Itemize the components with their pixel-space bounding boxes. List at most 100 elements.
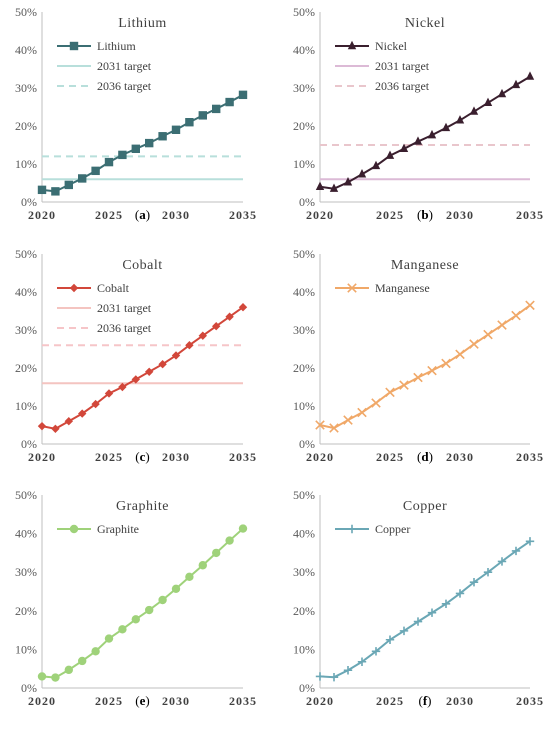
data-point bbox=[329, 423, 339, 433]
y-tick-label: 40% bbox=[15, 285, 37, 299]
data-point bbox=[469, 339, 479, 349]
panel-caption: (d) bbox=[417, 449, 433, 464]
legend-marker bbox=[347, 40, 357, 50]
data-point bbox=[511, 310, 521, 321]
x-tick-label: 2020 bbox=[28, 694, 56, 708]
y-tick-label: 10% bbox=[15, 157, 37, 171]
data-point bbox=[238, 90, 248, 100]
data-point bbox=[131, 615, 140, 624]
x-tick-label: 2030 bbox=[162, 208, 190, 222]
data-point bbox=[441, 599, 451, 609]
data-point bbox=[371, 160, 381, 170]
data-point bbox=[399, 143, 409, 152]
data-point bbox=[91, 647, 100, 656]
x-tick-label: 2020 bbox=[306, 694, 334, 708]
chart-panel-cobalt: 0% 10% 20% 30% 40% 50% 2020 2025 2030 2035 Cobalt C… bbox=[15, 247, 256, 464]
x-tick-label: 2020 bbox=[28, 450, 56, 464]
y-tick-label: 10% bbox=[293, 157, 315, 171]
data-point bbox=[441, 358, 451, 369]
data-point bbox=[131, 375, 140, 384]
data-point bbox=[225, 97, 234, 107]
x-tick-label: 2030 bbox=[162, 694, 190, 708]
panel-caption: (f) bbox=[418, 693, 431, 708]
chart-title: Lithium bbox=[118, 16, 167, 31]
data-point bbox=[37, 421, 47, 431]
data-point bbox=[357, 407, 367, 418]
panel-caption: (e) bbox=[135, 693, 149, 708]
legend-label: Graphite bbox=[97, 522, 139, 536]
legend-label: Nickel bbox=[375, 39, 408, 53]
chart-panel-graphite: 0% 10% 20% 30% 40% 50% 2020 2025 2030 2035 Graphit… bbox=[15, 488, 257, 708]
chart-panel-lithium: 0% 10% 20% 30% 40% 50% 2020 2025 2030 2035 Lithium… bbox=[15, 5, 257, 222]
data-point bbox=[158, 360, 167, 369]
legend-marker bbox=[69, 283, 79, 293]
y-tick-label: 50% bbox=[293, 488, 315, 502]
y-tick-label: 40% bbox=[293, 43, 315, 57]
data-point bbox=[315, 420, 325, 430]
data-point bbox=[225, 312, 234, 321]
data-point bbox=[357, 657, 367, 666]
data-point bbox=[343, 415, 353, 425]
data-point bbox=[64, 665, 74, 675]
chart-panel-manganese: 0% 10% 20% 30% 40% 50% 2020 2025 2030 2035 Mangane… bbox=[293, 247, 543, 464]
x-tick-label: 2035 bbox=[229, 694, 257, 708]
y-tick-label: 40% bbox=[293, 285, 315, 299]
data-point bbox=[145, 605, 154, 615]
x-tick-label: 2025 bbox=[95, 450, 123, 464]
chart-title: Graphite bbox=[116, 499, 169, 514]
data-point bbox=[427, 129, 437, 139]
data-point bbox=[37, 185, 47, 195]
data-point bbox=[371, 398, 381, 408]
x-tick-label: 2035 bbox=[516, 694, 544, 708]
data-point bbox=[469, 106, 479, 115]
data-point bbox=[171, 125, 181, 134]
data-point bbox=[185, 341, 194, 350]
data-point bbox=[171, 351, 181, 360]
y-tick-label: 40% bbox=[15, 527, 37, 541]
y-tick-label: 50% bbox=[15, 247, 37, 261]
y-tick-label: 10% bbox=[293, 642, 315, 656]
chart-panel-copper: 0% 10% 20% 30% 40% 50% 2020 2025 2030 2035 Copper C… bbox=[293, 488, 544, 708]
data-point bbox=[212, 104, 221, 114]
y-tick-label: 30% bbox=[293, 565, 315, 579]
legend-label: Cobalt bbox=[97, 281, 130, 295]
y-tick-label: 40% bbox=[293, 527, 315, 541]
data-point bbox=[455, 115, 465, 124]
data-point bbox=[511, 79, 521, 89]
y-tick-label: 30% bbox=[293, 81, 315, 95]
data-point bbox=[483, 329, 493, 340]
data-point bbox=[171, 584, 181, 593]
data-point bbox=[212, 322, 221, 331]
data-point bbox=[455, 349, 465, 360]
y-tick-label: 0% bbox=[21, 437, 37, 451]
data-point bbox=[78, 174, 87, 183]
data-point bbox=[357, 169, 367, 178]
y-tick-label: 0% bbox=[299, 195, 315, 209]
series-line bbox=[41, 306, 244, 430]
data-point bbox=[483, 568, 493, 577]
x-tick-label: 2025 bbox=[95, 208, 123, 222]
data-point bbox=[483, 97, 493, 107]
data-point bbox=[158, 595, 167, 605]
legend-label: 2036 target bbox=[375, 79, 430, 93]
chart-title: Copper bbox=[403, 499, 447, 514]
x-tick-label: 2025 bbox=[376, 450, 404, 464]
data-point bbox=[51, 424, 60, 433]
data-point bbox=[37, 672, 47, 681]
legend-marker bbox=[347, 283, 357, 293]
x-tick-label: 2035 bbox=[229, 208, 257, 222]
data-point bbox=[51, 673, 60, 682]
series-line bbox=[41, 93, 244, 193]
x-tick-label: 2020 bbox=[306, 208, 334, 222]
legend-marker bbox=[69, 524, 79, 534]
data-point bbox=[525, 300, 535, 311]
data-point bbox=[413, 136, 423, 145]
data-point bbox=[385, 387, 395, 398]
y-tick-label: 10% bbox=[15, 642, 37, 656]
x-tick-label: 2020 bbox=[306, 450, 334, 464]
data-point bbox=[145, 367, 154, 376]
chart-title: Cobalt bbox=[122, 258, 162, 273]
data-point bbox=[399, 626, 409, 636]
y-tick-label: 20% bbox=[293, 361, 315, 375]
